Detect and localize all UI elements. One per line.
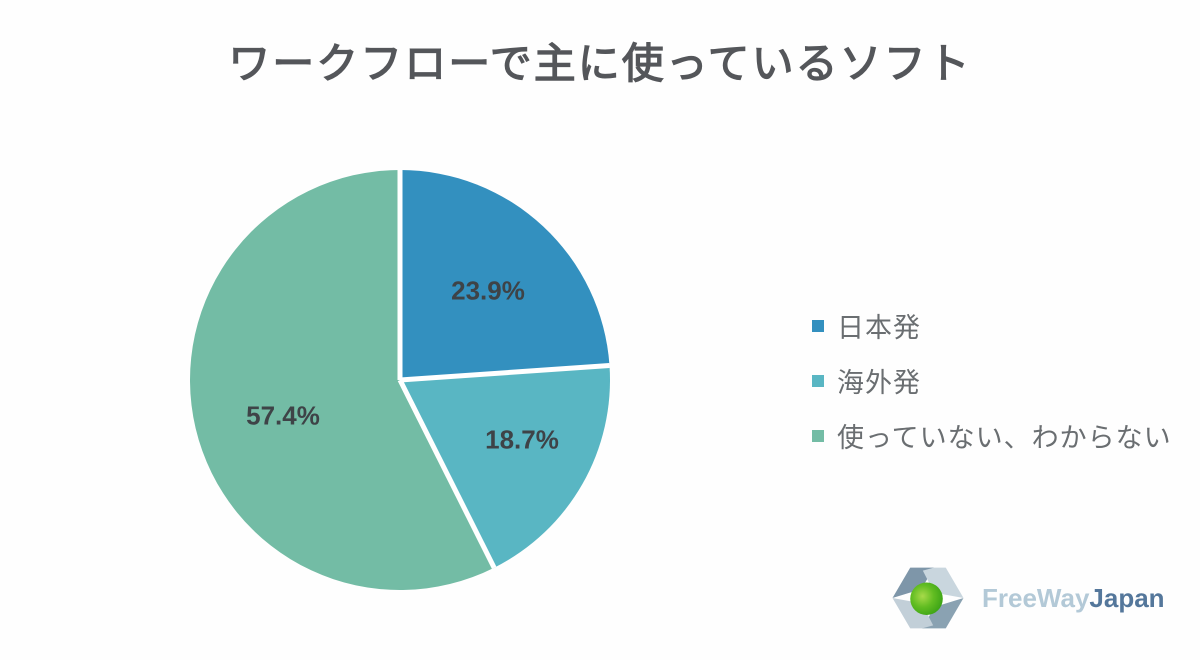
freeway-japan-logo: FreeWayJapan: [891, 561, 1165, 635]
legend-label: 使っていない、わからない: [837, 423, 1172, 453]
legend-swatch-icon: [812, 429, 824, 442]
slice-gap: [397, 378, 497, 569]
pie-chart: [180, 160, 620, 600]
legend: 日本発 海外発 使っていない、わからない: [812, 298, 1172, 463]
pie-svg: [189, 170, 610, 590]
legend-swatch-icon: [812, 319, 824, 332]
pie-slice: [400, 170, 610, 380]
slice-label-overseas: 18.7%: [485, 424, 559, 455]
pie-slice: [400, 365, 610, 568]
logo-wordmark: FreeWayJapan: [982, 583, 1165, 614]
legend-label: 日本発: [837, 313, 921, 343]
hexagon-cube-logo-icon: [892, 567, 964, 629]
logo-text-freeway: FreeWay: [982, 582, 1090, 613]
logo-text-japan: Japan: [1089, 582, 1165, 613]
legend-label: 海外発: [837, 368, 921, 398]
slice-gap: [399, 363, 610, 383]
slice-label-japan: 23.9%: [451, 275, 525, 306]
page-title: ワークフローで主に使っているソフト: [228, 40, 972, 87]
legend-item-none: 使っていない、わからない: [812, 408, 1172, 463]
pie-slice: [189, 170, 495, 590]
legend-item-japan: 日本発: [812, 298, 1172, 353]
slice-label-none: 57.4%: [246, 400, 320, 431]
legend-item-overseas: 海外発: [812, 353, 1172, 408]
legend-swatch-icon: [812, 374, 824, 387]
